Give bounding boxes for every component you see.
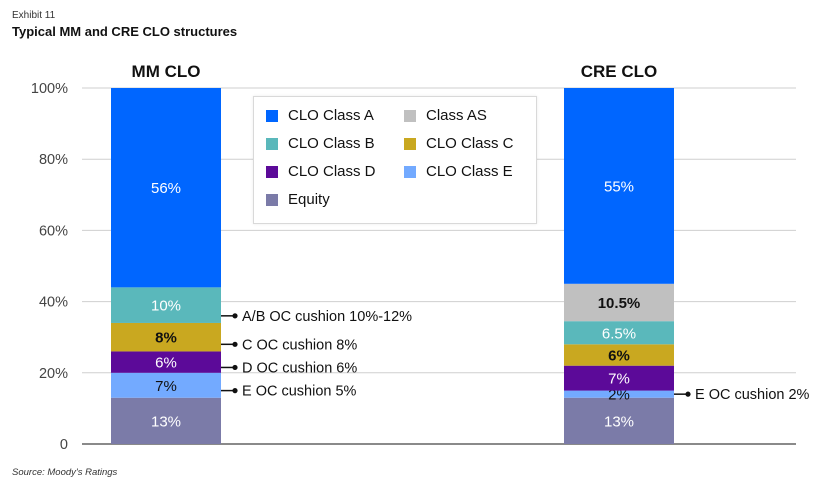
data-label: 13% bbox=[604, 413, 634, 430]
y-tick-label: 40% bbox=[39, 295, 68, 311]
bar-segment bbox=[111, 322, 221, 352]
source-note: Source: Moody's Ratings bbox=[12, 467, 118, 478]
legend-label: Class AS bbox=[426, 107, 487, 124]
bar-segment bbox=[111, 88, 221, 288]
y-tick-label: 100% bbox=[31, 81, 68, 97]
annotation-dot bbox=[232, 341, 238, 347]
annotation-label: A/B OC cushion 10%-12% bbox=[242, 309, 412, 325]
y-tick-label: 0 bbox=[60, 437, 68, 453]
data-label: 6% bbox=[608, 348, 630, 365]
y-tick-label: 80% bbox=[39, 152, 68, 168]
legend-swatch bbox=[266, 137, 278, 150]
data-label: 13% bbox=[151, 413, 181, 430]
legend-item: CLO Class A bbox=[266, 107, 374, 124]
category-label: CRE CLO bbox=[581, 62, 658, 81]
exhibit-label: Exhibit 11 bbox=[12, 10, 56, 21]
legend-label: CLO Class B bbox=[288, 135, 375, 152]
annotation-dot bbox=[232, 388, 238, 394]
legend-item: CLO Class D bbox=[266, 163, 376, 180]
annotation-label: E OC cushion 5% bbox=[242, 384, 357, 400]
y-tick-label: 60% bbox=[39, 223, 68, 239]
data-label: 55% bbox=[604, 178, 634, 195]
data-label: 7% bbox=[608, 371, 630, 388]
legend-swatch bbox=[266, 165, 278, 178]
data-label: 6.5% bbox=[602, 325, 636, 342]
annotation-label: D OC cushion 6% bbox=[242, 360, 357, 376]
category-label: MM CLO bbox=[132, 62, 201, 81]
data-label: 7% bbox=[155, 378, 177, 395]
bar-segment bbox=[564, 283, 674, 322]
data-label: 2% bbox=[608, 387, 630, 404]
data-label: 56% bbox=[151, 180, 181, 197]
y-tick-label: 20% bbox=[39, 366, 68, 382]
legend-label: Equity bbox=[288, 191, 330, 208]
bar-segment bbox=[111, 372, 221, 398]
annotation-dot bbox=[232, 313, 238, 319]
legend-label: CLO Class E bbox=[426, 163, 513, 180]
legend-swatch bbox=[404, 165, 416, 178]
legend-item: Class AS bbox=[404, 107, 487, 124]
annotation-label: C OC cushion 8% bbox=[242, 337, 357, 353]
bar-segment bbox=[564, 321, 674, 345]
bar-segment bbox=[564, 397, 674, 444]
data-label: 8% bbox=[155, 330, 177, 347]
legend-swatch bbox=[266, 109, 278, 122]
legend-item: Equity bbox=[266, 191, 330, 208]
data-label: 6% bbox=[155, 355, 177, 372]
data-label: 10% bbox=[151, 298, 181, 315]
bar-segment bbox=[564, 344, 674, 366]
chart-title: Typical MM and CRE CLO structures bbox=[12, 24, 238, 39]
bar-segment bbox=[564, 390, 674, 398]
bar-segment bbox=[564, 88, 674, 284]
bar-segment bbox=[111, 351, 221, 373]
chart-legend: CLO Class A Class AS CLO Class B CLO Class … bbox=[253, 96, 537, 224]
legend-item: CLO Class C bbox=[404, 135, 514, 152]
legend-label: CLO Class D bbox=[288, 163, 376, 180]
legend-item: CLO Class B bbox=[266, 135, 375, 152]
annotation-dot bbox=[232, 364, 238, 371]
data-label: 10.5% bbox=[598, 295, 641, 312]
bar-segment bbox=[564, 365, 674, 391]
bar-segment bbox=[111, 287, 221, 323]
legend-swatch bbox=[404, 109, 416, 122]
legend-item: CLO Class E bbox=[404, 163, 513, 180]
legend-swatch bbox=[404, 137, 416, 150]
legend-label: CLO Class A bbox=[288, 107, 374, 124]
annotation-label: E OC cushion 2% bbox=[695, 387, 810, 403]
legend-label: CLO Class C bbox=[426, 135, 514, 152]
annotation-dot bbox=[685, 391, 691, 397]
legend-swatch bbox=[266, 193, 278, 206]
bar-segment bbox=[111, 397, 221, 444]
